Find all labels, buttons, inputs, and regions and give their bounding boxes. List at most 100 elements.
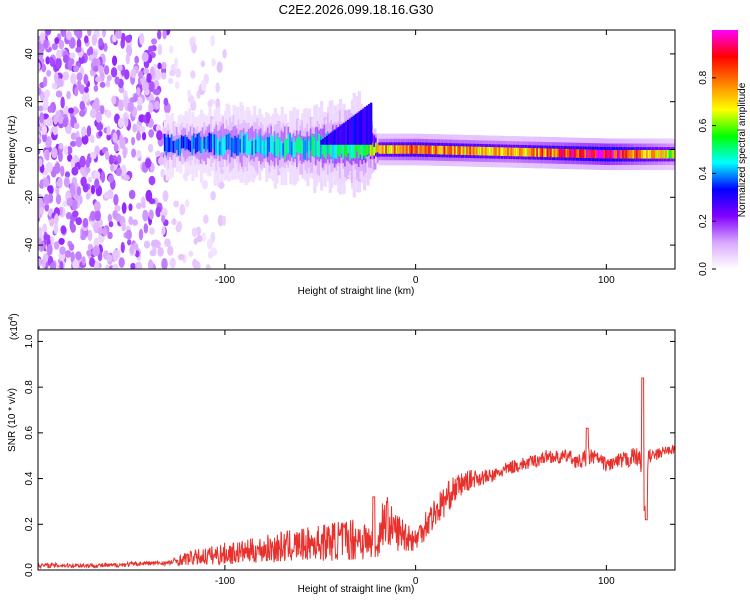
heatmap-cell — [125, 229, 132, 240]
heatmap-cell — [206, 136, 210, 150]
heatmap-cell — [122, 146, 127, 159]
heatmap-cell — [524, 147, 528, 157]
heatmap-cell — [70, 223, 77, 233]
heatmap-cell — [522, 147, 526, 157]
heatmap-cell — [517, 147, 521, 157]
heatmap-cell — [54, 37, 60, 45]
heatmap-cell — [141, 51, 149, 63]
heatmap-cell — [72, 259, 79, 269]
heatmap-cell — [510, 147, 514, 157]
heatmap-cell — [97, 65, 104, 74]
heatmap-cell — [455, 146, 459, 155]
heatmap-cell — [203, 214, 209, 224]
heatmap-cell — [55, 90, 63, 98]
heatmap-cell — [278, 137, 283, 152]
heatmap-cell — [481, 146, 485, 156]
heatmap-cell — [175, 68, 181, 78]
heatmap-cell — [493, 147, 497, 156]
heatmap-cell — [358, 111, 361, 145]
heatmap-cell — [594, 149, 598, 159]
heatmap-cell — [184, 134, 188, 151]
heatmap-cell — [671, 149, 675, 159]
heatmap-cell — [275, 133, 279, 156]
heatmap-cell — [308, 140, 312, 159]
heatmap-cell — [263, 136, 267, 159]
heatmap-cell — [433, 145, 437, 155]
heatmap-cell — [270, 134, 274, 153]
heatmap-cell — [141, 202, 146, 209]
heatmap-cell — [69, 58, 75, 66]
heatmap-cell — [668, 149, 672, 159]
heatmap-cell — [584, 149, 588, 159]
heatmap-cell — [519, 147, 523, 157]
heatmap-cell — [338, 136, 343, 157]
heatmap-cell — [104, 150, 110, 161]
heatmap-cell — [66, 197, 74, 207]
heatmap-cell — [282, 143, 286, 156]
heatmap-cell — [54, 162, 61, 174]
heatmap-cell — [82, 183, 89, 193]
heatmap-cell — [316, 141, 320, 157]
heatmap-cell — [296, 138, 300, 153]
heatmap-cell — [153, 88, 161, 96]
heatmap-cell — [443, 145, 447, 155]
heatmap-cell — [644, 149, 648, 159]
heatmap-cell — [474, 146, 478, 156]
heatmap-cell — [292, 137, 296, 159]
heatmap-cell — [376, 143, 380, 153]
heatmap-cell — [450, 146, 454, 155]
heatmap-cell — [53, 241, 60, 250]
heatmap-cell — [536, 148, 540, 157]
heatmap-cell — [86, 125, 92, 137]
heatmap-cell — [99, 81, 106, 88]
heatmap-cell — [163, 97, 169, 106]
heatmap-cell — [349, 132, 353, 161]
heatmap-cell — [496, 147, 501, 156]
heatmap-cell — [543, 148, 547, 157]
heatmap-cell — [476, 146, 480, 156]
heatmap-cell — [126, 44, 132, 56]
heatmap-cell — [333, 137, 338, 159]
heatmap-cell — [345, 121, 348, 145]
heatmap-cell — [45, 161, 53, 173]
heatmap-cell — [649, 149, 653, 159]
chart-title: C2E2.2026.099.18.16.G30 — [279, 2, 434, 17]
heatmap-cell — [352, 115, 356, 145]
heatmap-cell — [548, 148, 552, 158]
heatmap-cell — [157, 43, 163, 56]
heatmap-cell — [637, 149, 641, 159]
heatmap-cell — [222, 138, 226, 156]
heatmap-cell — [469, 146, 473, 156]
heatmap-cell — [205, 137, 209, 152]
heatmap-cell — [603, 149, 607, 159]
heatmap-cell — [320, 136, 324, 160]
heatmap-cell — [107, 213, 112, 223]
heatmap-cell — [131, 136, 136, 146]
heatmap-cell — [388, 145, 392, 154]
heatmap-cell — [203, 136, 207, 149]
heatmap-cell — [514, 147, 518, 157]
heatmap-cell — [639, 149, 643, 159]
heatmap-cell — [577, 149, 581, 158]
heatmap-cell — [80, 233, 87, 241]
heatmap-cell — [80, 165, 87, 176]
heatmap-cell — [107, 231, 113, 240]
heatmap-cell — [95, 111, 102, 123]
heatmap-cell — [155, 150, 161, 157]
heatmap-cell — [83, 73, 89, 85]
heatmap-cell — [364, 141, 368, 159]
heatmap-cell — [68, 107, 74, 114]
heatmap-cell — [58, 237, 65, 245]
heatmap-cell — [488, 147, 492, 156]
heatmap-cell — [620, 149, 624, 159]
heatmap-cell — [211, 58, 216, 67]
heatmap-cell — [143, 223, 149, 234]
heatmap-cell — [133, 93, 138, 103]
heatmap-cell — [387, 145, 391, 154]
heatmap-cell — [405, 145, 410, 154]
heatmap-cell — [335, 138, 339, 159]
heatmap-cell — [159, 210, 167, 217]
heatmap-cell — [586, 149, 590, 159]
heatmap-cell — [86, 249, 92, 257]
heatmap-cell — [81, 126, 87, 137]
